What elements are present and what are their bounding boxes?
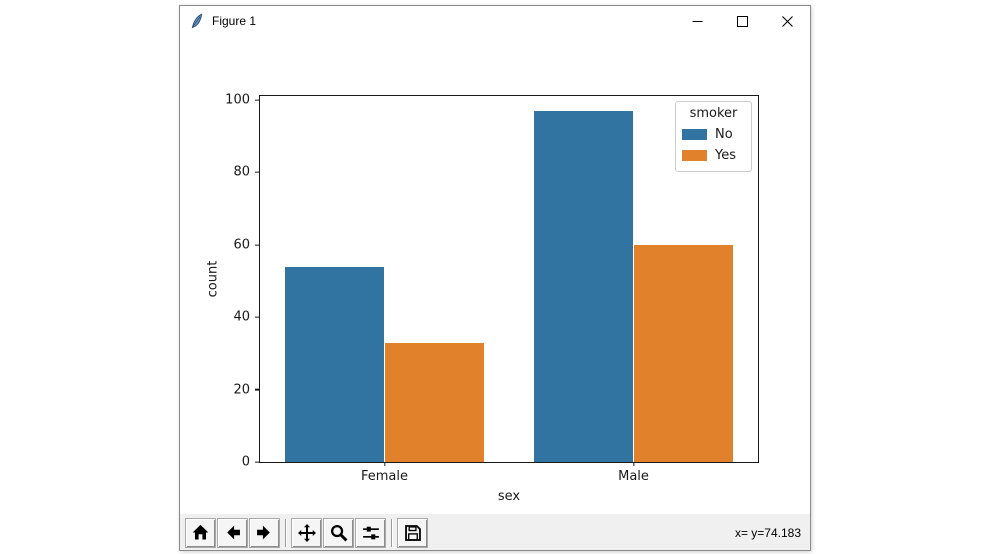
axes: count sex smoker No Yes Female Male 0 20 40 60… [206, 93, 759, 503]
pan-button[interactable] [291, 517, 322, 548]
zoom-icon [330, 524, 347, 541]
legend-entry-yes: Yes [682, 145, 745, 166]
bar-female-yes [384, 342, 485, 462]
x-tick-label: Male [618, 469, 649, 484]
x-tick-label: Female [360, 469, 409, 484]
cursor-position-status: x= y=74.183 [734, 525, 801, 540]
legend-swatch [682, 150, 707, 161]
forward-arrow-icon [257, 525, 270, 540]
x-tick-mark [632, 462, 635, 466]
tk-feather-icon [191, 13, 203, 29]
minimize-icon [692, 20, 703, 22]
y-tick-label: 0 [241, 454, 250, 470]
bar-male-yes [633, 244, 734, 462]
legend-label: Yes [715, 148, 736, 163]
y-tick-mark [255, 461, 260, 463]
back-arrow-icon [227, 525, 240, 540]
sliders-icon [362, 526, 379, 539]
y-tick-label: 60 [233, 237, 250, 253]
pan-icon [297, 523, 316, 542]
x-axis-label: sex [497, 489, 521, 504]
y-tick-label: 100 [225, 92, 250, 108]
navigation-toolbar: x= y=74.183 [180, 514, 810, 550]
maximize-button[interactable] [720, 6, 765, 36]
y-axis-label: count [205, 260, 221, 298]
x-tick-mark [383, 462, 386, 466]
y-tick-label: 80 [233, 164, 250, 180]
figure-canvas[interactable]: count sex smoker No Yes Female Male 0 20 40 60… [180, 36, 810, 516]
titlebar[interactable]: Figure 1 [180, 6, 810, 36]
y-tick-mark [255, 388, 260, 391]
bar-male-no [533, 110, 634, 462]
legend: smoker No Yes [675, 101, 752, 172]
figure-window: Figure 1 count s [179, 5, 811, 551]
window-controls [675, 6, 810, 36]
window-title: Figure 1 [212, 14, 257, 28]
legend-entry-no: No [682, 124, 745, 145]
y-tick-mark [255, 171, 260, 174]
home-icon [192, 524, 209, 540]
y-tick-mark [255, 244, 260, 246]
y-tick-mark [255, 99, 260, 101]
save-floppy-icon [404, 524, 421, 541]
save-button[interactable] [397, 517, 428, 548]
legend-label: No [715, 127, 733, 142]
legend-entries: No Yes [682, 124, 745, 166]
maximize-icon [737, 15, 748, 27]
bar-female-no [284, 266, 385, 462]
y-tick-label: 20 [233, 382, 250, 398]
close-button[interactable] [765, 6, 810, 36]
y-tick-mark [255, 316, 260, 318]
back-button[interactable] [217, 517, 248, 548]
zoom-button[interactable] [323, 517, 354, 548]
forward-button[interactable] [249, 517, 280, 548]
legend-title: smoker [689, 106, 738, 121]
minimize-button[interactable] [675, 6, 720, 36]
configure-subplots-button[interactable] [355, 517, 386, 548]
toolbar-separator [285, 518, 287, 547]
close-icon [782, 15, 793, 27]
y-tick-label: 40 [233, 309, 250, 325]
legend-swatch [682, 129, 707, 140]
toolbar-separator [391, 518, 393, 547]
home-button[interactable] [185, 517, 216, 548]
